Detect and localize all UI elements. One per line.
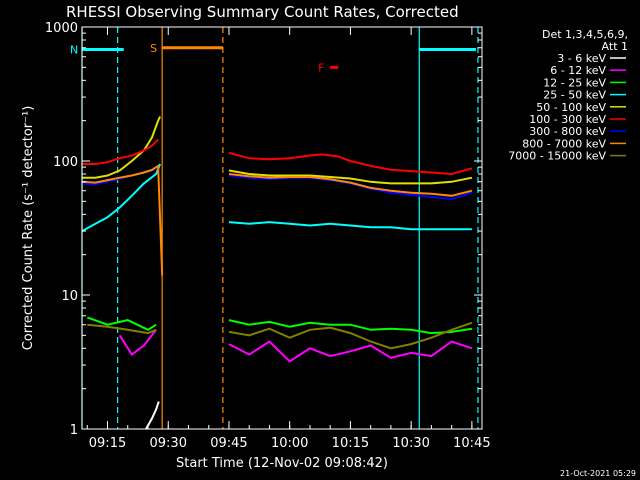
series-line: [228, 321, 473, 350]
series-line: [81, 163, 162, 232]
series-line: [228, 221, 472, 231]
chart-title: RHESSI Observing Summary Count Rates, Co…: [66, 3, 459, 21]
series-line: [228, 340, 473, 363]
generation-timestamp: 21-Oct-2021 05:29: [560, 469, 636, 478]
flag-label: S: [150, 42, 157, 55]
series-line: [87, 323, 157, 335]
y-tick-label: 100: [53, 155, 78, 170]
series-line: [145, 401, 160, 430]
legend-header: Att 1: [602, 40, 628, 53]
legend-header: Det 1,3,4,5,6,9,: [542, 28, 628, 41]
series-line: [118, 329, 157, 356]
legend-entry-label: 3 - 6 keV: [557, 52, 606, 65]
x-tick-label: 09:30: [150, 436, 187, 451]
series-line: [228, 169, 473, 185]
x-tick-label: 10:45: [453, 436, 490, 451]
legend-entry-label: 12 - 25 keV: [543, 76, 606, 89]
x-tick-label: 09:15: [89, 436, 126, 451]
legend-entry-label: 50 - 100 keV: [536, 101, 606, 114]
legend-entry-label: 25 - 50 keV: [543, 89, 606, 102]
plot-frame: [81, 26, 483, 430]
y-tick-label: 1000: [45, 21, 78, 36]
series-line: [228, 173, 473, 197]
series-line: [81, 164, 164, 276]
y-axis-label: Corrected Count Rate (s⁻¹ detector⁻¹): [21, 106, 36, 351]
x-tick-label: 09:45: [210, 436, 247, 451]
series-line: [82, 138, 159, 165]
legend-entry-label: 800 - 7000 keV: [522, 137, 606, 150]
series-line: [228, 151, 473, 176]
y-tick-label: 10: [61, 289, 78, 304]
legend-entry-label: 100 - 300 keV: [529, 113, 606, 126]
x-axis-label: Start Time (12-Nov-02 09:08:42): [176, 456, 388, 471]
series-line: [86, 316, 157, 331]
series-line: [82, 116, 162, 179]
legend-entry-label: 300 - 800 keV: [529, 125, 606, 138]
legend-entry-label: 6 - 12 keV: [550, 64, 606, 77]
x-tick-label: 10:00: [271, 436, 308, 451]
flag-label: N: [70, 43, 78, 56]
series-line: [228, 319, 473, 335]
x-tick-label: 10:30: [392, 436, 429, 451]
legend-entry-label: 7000 - 15000 keV: [508, 150, 606, 163]
flag-label: F: [318, 61, 324, 74]
x-tick-label: 10:15: [332, 436, 369, 451]
y-tick-label: 1: [70, 423, 78, 438]
